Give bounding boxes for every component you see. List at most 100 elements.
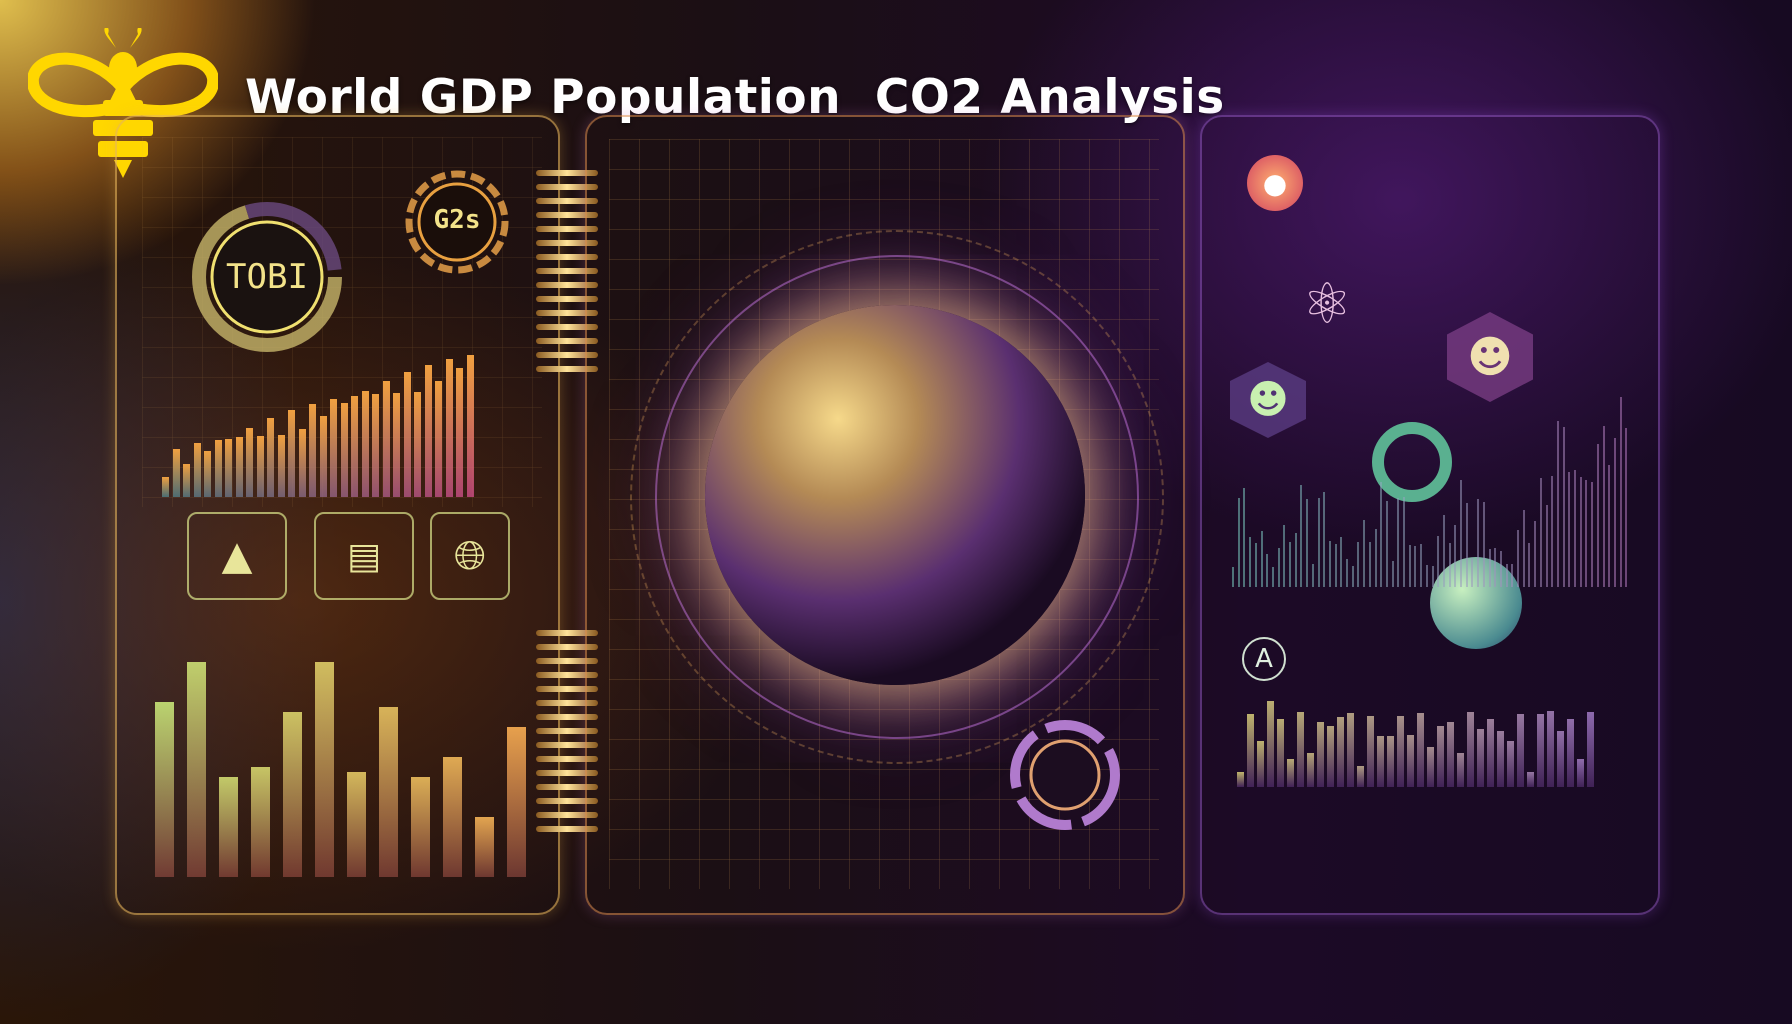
- bar: [435, 380, 442, 497]
- bottom-bar-chart: [155, 637, 526, 877]
- bee-logo: [28, 28, 218, 178]
- bar: [288, 410, 295, 497]
- bar: [1297, 712, 1304, 787]
- bar: [309, 403, 316, 497]
- bar: [1407, 735, 1414, 787]
- bar: [1271, 566, 1274, 587]
- bar: [187, 662, 206, 877]
- gauge-ring: [192, 202, 342, 352]
- coil: [536, 296, 598, 302]
- bar: [1497, 730, 1504, 787]
- bar: [1243, 488, 1246, 587]
- bar: [1447, 722, 1454, 787]
- bar: [379, 707, 398, 877]
- dial-ring: [405, 170, 509, 274]
- bar: [1591, 482, 1594, 587]
- bar: [1505, 564, 1508, 587]
- atom-icon: ⚛: [1302, 272, 1353, 337]
- bar: [1391, 561, 1394, 587]
- bar: [1306, 499, 1309, 587]
- bar: [1260, 531, 1263, 587]
- bar: [1377, 735, 1384, 787]
- right-analytics-panel: ● ⚛ ☻ ☻ A: [1200, 115, 1660, 915]
- badge-a: A: [1242, 637, 1286, 681]
- bar: [1442, 514, 1445, 587]
- coil: [536, 756, 598, 762]
- bar: [1454, 525, 1457, 587]
- coil: [536, 630, 598, 636]
- bar: [1577, 759, 1584, 787]
- bar: [1357, 542, 1360, 587]
- bar: [315, 662, 334, 877]
- bar: [1317, 498, 1320, 587]
- bar: [1403, 496, 1405, 587]
- bar: [1545, 504, 1548, 587]
- coil: [536, 338, 598, 344]
- coil: [536, 784, 598, 790]
- coil: [536, 310, 598, 316]
- bar: [475, 817, 494, 877]
- bar: [393, 392, 400, 497]
- document-icon[interactable]: ▤: [314, 512, 414, 600]
- bar: [1267, 700, 1274, 787]
- bar: [1334, 543, 1337, 587]
- bar: [1574, 470, 1576, 587]
- bar: [1294, 533, 1297, 587]
- bar: [1367, 716, 1374, 787]
- bar: [466, 354, 474, 497]
- map-icon[interactable]: ▲: [187, 512, 287, 600]
- bar: [1494, 547, 1497, 587]
- bar: [1323, 492, 1326, 587]
- bar: [162, 477, 169, 497]
- bar: [1363, 519, 1366, 587]
- bar: [219, 777, 238, 877]
- bar: [1613, 437, 1616, 587]
- bar: [372, 393, 379, 497]
- bar: [1385, 500, 1388, 587]
- bar: [1237, 772, 1244, 787]
- bar: [443, 757, 462, 877]
- coil: [536, 240, 598, 246]
- bar: [1300, 485, 1303, 587]
- bar: [1277, 719, 1284, 787]
- bar: [1517, 714, 1524, 787]
- bar: [1567, 719, 1574, 787]
- bar: [1596, 444, 1599, 587]
- bar: [283, 712, 302, 877]
- bar: [1340, 537, 1343, 587]
- bar: [251, 767, 270, 877]
- bar: [1488, 548, 1491, 587]
- bar: [1556, 420, 1559, 587]
- coil: [536, 672, 598, 678]
- coil: [536, 700, 598, 706]
- bar: [1347, 712, 1354, 787]
- coil: [536, 658, 598, 664]
- bar: [1417, 712, 1424, 787]
- bar: [1328, 541, 1331, 587]
- coil: [536, 826, 598, 832]
- user-icon[interactable]: ☻: [1447, 312, 1533, 402]
- bar: [411, 777, 430, 877]
- bar: [155, 702, 174, 877]
- globe-icon[interactable]: 🌐︎: [430, 512, 510, 600]
- coil: [536, 226, 598, 232]
- bar: [1579, 477, 1582, 587]
- bar: [1380, 482, 1383, 587]
- bar: [1307, 752, 1314, 787]
- bar: [1619, 397, 1622, 587]
- bottom-bar-chart: [1237, 677, 1597, 787]
- bar: [214, 439, 222, 497]
- bar: [1351, 566, 1354, 587]
- bar: [1311, 563, 1314, 587]
- bar: [1557, 730, 1564, 787]
- bar: [1437, 726, 1444, 787]
- bar: [1517, 530, 1519, 587]
- bar: [507, 727, 526, 877]
- coil: [536, 644, 598, 650]
- bar: [256, 435, 264, 497]
- circular-gauge: [1010, 720, 1120, 830]
- globe: [705, 305, 1085, 685]
- location-pin-icon[interactable]: ●: [1247, 155, 1303, 211]
- bar: [298, 428, 306, 497]
- coil: [536, 212, 598, 218]
